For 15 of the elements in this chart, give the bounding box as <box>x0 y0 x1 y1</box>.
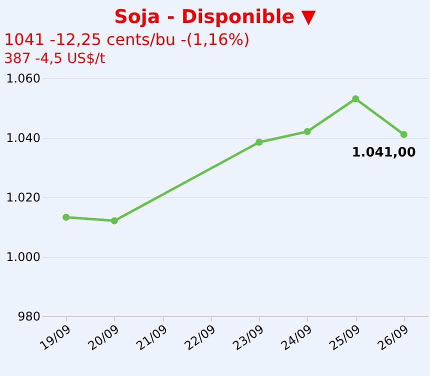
y-tick-label: 1.040 <box>6 131 40 145</box>
y-tick-label: 1.000 <box>6 250 40 264</box>
y-tick-label: 1.060 <box>6 72 40 86</box>
point <box>256 138 263 146</box>
point <box>400 130 408 138</box>
point <box>110 217 118 224</box>
chart-subtitle: 1041 -12,25 cents/bu -(1,16%) <box>4 30 251 49</box>
point <box>304 128 311 136</box>
point <box>352 95 360 102</box>
text: 387 -4,5 US$/t <box>4 51 106 67</box>
data-label: 1.041,00 <box>352 146 416 161</box>
y-tick-label: 980 <box>18 310 40 324</box>
y-tick-label: 1.020 <box>6 190 40 204</box>
chart-title: Soja - Disponible ▼ <box>113 6 317 28</box>
point <box>62 214 70 221</box>
